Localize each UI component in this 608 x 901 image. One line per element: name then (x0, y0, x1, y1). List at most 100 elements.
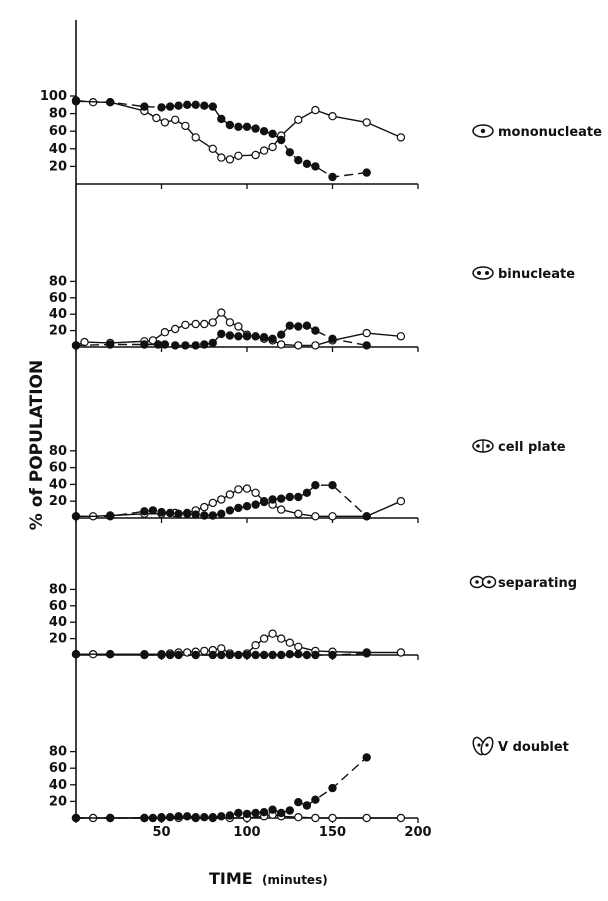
data-point (160, 118, 170, 127)
nucleus-dot (486, 444, 490, 448)
data-point (259, 497, 269, 507)
data-point (362, 118, 371, 127)
data-point (208, 511, 217, 520)
data-point (182, 509, 192, 518)
data-point (362, 753, 371, 762)
data-point (362, 341, 371, 350)
data-point (285, 650, 294, 659)
data-point (396, 497, 406, 506)
panel-label: V doublet (498, 740, 569, 755)
data-point (362, 813, 371, 823)
data-point (268, 495, 277, 504)
data-point (294, 798, 303, 807)
data-point (268, 129, 277, 138)
data-point (268, 805, 277, 814)
mononucleate-cell-icon (472, 124, 494, 138)
nucleus-dot (476, 444, 480, 448)
data-point (165, 102, 175, 111)
data-point (165, 508, 175, 518)
data-point (268, 650, 277, 660)
data-point (328, 512, 337, 521)
data-point (234, 151, 243, 160)
data-point (328, 334, 337, 343)
data-point (277, 330, 286, 339)
data-point (294, 322, 303, 331)
data-point (157, 507, 166, 517)
series-filled-markers (71, 649, 371, 660)
y-tick-label: 20 (49, 159, 67, 174)
data-point (200, 646, 209, 656)
data-point (294, 492, 303, 502)
v-doublet-cell-icon (472, 736, 494, 756)
x-tick-labels: 50 100 150 200 (152, 825, 431, 840)
data-point (251, 650, 260, 660)
data-point (302, 321, 312, 330)
data-point (160, 328, 170, 337)
y-tick-label: 20 (49, 324, 67, 339)
data-point (208, 102, 217, 111)
data-point (200, 319, 209, 329)
x-axis-unit-label: (minutes) (262, 873, 328, 887)
data-point (217, 329, 226, 339)
data-point (251, 124, 260, 133)
data-point (165, 650, 175, 660)
data-point (225, 490, 235, 499)
data-point (217, 650, 226, 660)
data-point (217, 114, 226, 124)
data-point (362, 649, 371, 658)
y-tick-label: 40 (49, 778, 67, 793)
data-point (157, 650, 166, 660)
series-line-solid (75, 99, 402, 161)
x-tick-label: 150 (319, 825, 346, 840)
data-point (328, 783, 337, 793)
y-tick-label: 80 (49, 745, 67, 760)
data-point (182, 100, 192, 110)
y-tick-label: 60 (49, 461, 67, 476)
data-point (294, 650, 303, 659)
data-point (225, 506, 235, 515)
data-point (234, 332, 243, 341)
data-point (140, 102, 149, 111)
nucleus-dot (477, 271, 481, 275)
data-point (191, 341, 200, 350)
y-tick-label: 100 (40, 89, 67, 104)
data-point (311, 481, 320, 490)
data-point (181, 341, 190, 350)
y-tick-label: 80 (49, 107, 67, 122)
data-point (174, 101, 183, 110)
series-open-markers (71, 308, 406, 350)
data-point (259, 146, 269, 155)
data-point (251, 808, 260, 818)
data-point (234, 485, 243, 494)
data-point (294, 509, 303, 518)
data-point (259, 333, 269, 342)
data-point (285, 321, 294, 330)
data-point (191, 100, 200, 110)
data-point (234, 322, 243, 331)
y-tick-label: 60 (49, 599, 67, 614)
series-filled-markers (71, 753, 371, 823)
data-point (170, 341, 180, 350)
y-tick-label: 80 (49, 444, 67, 459)
data-point (302, 488, 312, 497)
data-point (225, 120, 235, 130)
cell-outline (472, 266, 494, 280)
x-tick-label: 100 (233, 825, 260, 840)
data-point (234, 650, 243, 660)
data-point (165, 813, 175, 822)
data-point (294, 813, 303, 822)
data-point (285, 806, 294, 815)
data-point (105, 512, 115, 521)
data-point (71, 813, 81, 823)
panel-mononucleate: 100 80 60 40 20 mononucleate (40, 20, 602, 189)
data-point (285, 148, 294, 157)
data-point (328, 111, 337, 121)
data-point (234, 503, 243, 513)
data-point (105, 813, 115, 823)
data-point (285, 638, 294, 647)
separating-cell-icon (469, 575, 497, 589)
data-point (208, 813, 217, 822)
data-point (277, 135, 286, 145)
y-tick-label: 40 (49, 307, 67, 322)
data-point (311, 512, 320, 521)
